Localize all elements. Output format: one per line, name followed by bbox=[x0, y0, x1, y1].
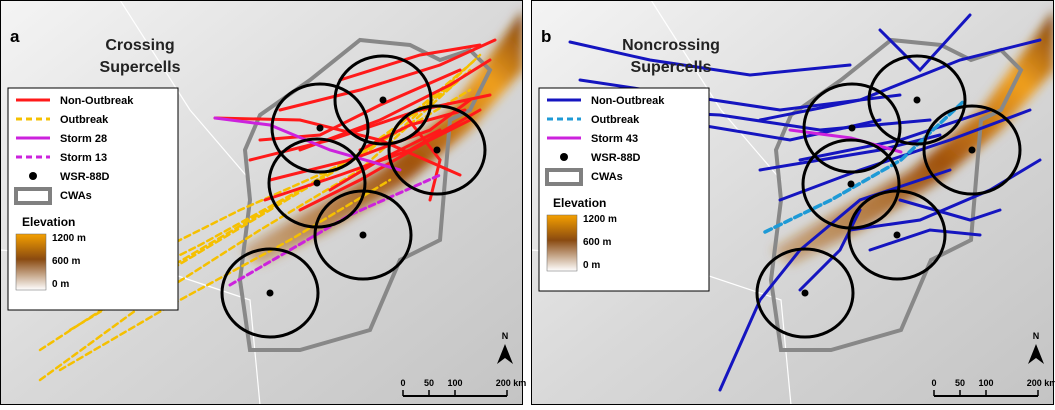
scale-label: 0 bbox=[400, 378, 405, 388]
legend-label: Storm 28 bbox=[60, 133, 107, 145]
legend-label: WSR-88D bbox=[60, 171, 110, 183]
legend-label: CWAs bbox=[60, 190, 92, 202]
legend-symbol bbox=[560, 153, 568, 161]
legend-label: Outbreak bbox=[60, 114, 109, 126]
scale-label: 50 bbox=[424, 378, 434, 388]
legend-label: Outbreak bbox=[591, 114, 640, 126]
legend-label: WSR-88D bbox=[591, 152, 641, 164]
panel-title: Noncrossing bbox=[622, 37, 720, 54]
radar-site bbox=[969, 147, 976, 154]
elevation-label: 600 m bbox=[583, 237, 611, 248]
elevation-label: 0 m bbox=[583, 260, 600, 271]
elevation-bar bbox=[547, 215, 577, 271]
map-panel: a Crossing Supercells Non-Outbreak Outbreak S… bbox=[0, 0, 526, 405]
panel-title: Supercells bbox=[100, 59, 181, 76]
scale-label: 50 bbox=[955, 378, 965, 388]
legend-label: Non-Outbreak bbox=[591, 95, 665, 107]
elevation-title: Elevation bbox=[22, 215, 75, 229]
radar-site bbox=[380, 97, 387, 104]
radar-site bbox=[848, 181, 855, 188]
elevation-title: Elevation bbox=[553, 196, 606, 210]
scale-label: 200 km bbox=[1027, 378, 1055, 388]
panel-label: b bbox=[541, 27, 551, 46]
radar-site bbox=[267, 290, 274, 297]
scale-label: 100 bbox=[978, 378, 993, 388]
map-panel: b Noncrossing Supercells Non-Outbreak Outbre… bbox=[531, 0, 1055, 405]
figure: a Crossing Supercells Non-Outbreak Outbreak S… bbox=[0, 0, 1055, 405]
legend-label: Storm 13 bbox=[60, 152, 107, 164]
radar-site bbox=[360, 232, 367, 239]
elevation-label: 600 m bbox=[52, 256, 80, 267]
panel-label: a bbox=[10, 27, 20, 46]
elevation-label: 1200 m bbox=[52, 233, 86, 244]
elevation-bar bbox=[16, 234, 46, 290]
scale-label: 200 km bbox=[496, 378, 527, 388]
radar-site bbox=[914, 97, 921, 104]
north-label: N bbox=[502, 331, 509, 341]
elevation-label: 0 m bbox=[52, 279, 69, 290]
scale-label: 100 bbox=[447, 378, 462, 388]
radar-site bbox=[802, 290, 809, 297]
radar-site bbox=[317, 125, 324, 132]
scale-label: 0 bbox=[931, 378, 936, 388]
legend-label: Non-Outbreak bbox=[60, 95, 134, 107]
panel-title: Crossing bbox=[105, 37, 174, 54]
radar-site bbox=[849, 125, 856, 132]
elevation-label: 1200 m bbox=[583, 214, 617, 225]
radar-site bbox=[314, 180, 321, 187]
legend-symbol bbox=[29, 172, 37, 180]
panel-title: Supercells bbox=[631, 59, 712, 76]
radar-site bbox=[894, 232, 901, 239]
legend-label: Storm 43 bbox=[591, 133, 638, 145]
radar-site bbox=[434, 147, 441, 154]
north-label: N bbox=[1033, 331, 1040, 341]
legend-label: CWAs bbox=[591, 171, 623, 183]
